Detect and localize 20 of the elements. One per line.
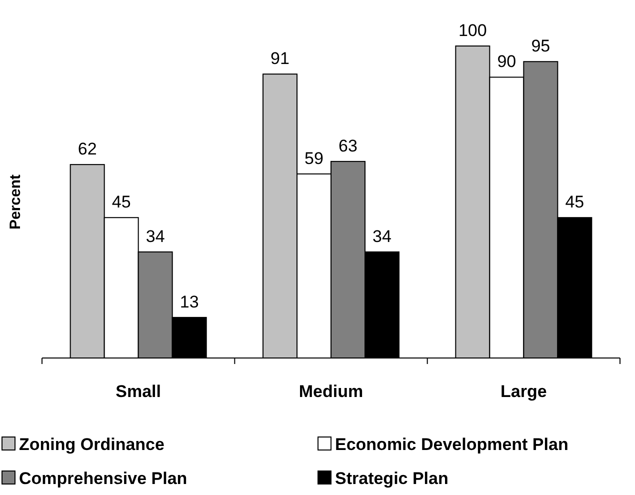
data-label: 100	[458, 21, 487, 40]
data-label: 45	[112, 192, 131, 212]
data-label: 62	[78, 140, 97, 159]
legend-label: Comprehensive Plan	[19, 469, 188, 488]
data-label: 34	[372, 226, 392, 246]
data-label: 13	[180, 292, 199, 312]
data-label: 34	[146, 226, 165, 246]
legend-label: Economic Development Plan	[335, 435, 568, 454]
legend-label: Zoning Ordinance	[19, 435, 164, 454]
data-label: 45	[565, 192, 584, 212]
data-label: 59	[304, 148, 324, 168]
data-label: 91	[270, 49, 290, 68]
legend-label: Strategic Plan	[335, 469, 448, 488]
x-tick-label: Medium	[298, 382, 364, 401]
data-label: 95	[531, 36, 550, 56]
data-label: 63	[338, 136, 358, 156]
data-label: 90	[497, 52, 516, 72]
y-axis-title: Percent	[7, 174, 24, 230]
x-tick-label: Small	[116, 382, 162, 401]
x-tick-label: Large	[500, 382, 547, 401]
